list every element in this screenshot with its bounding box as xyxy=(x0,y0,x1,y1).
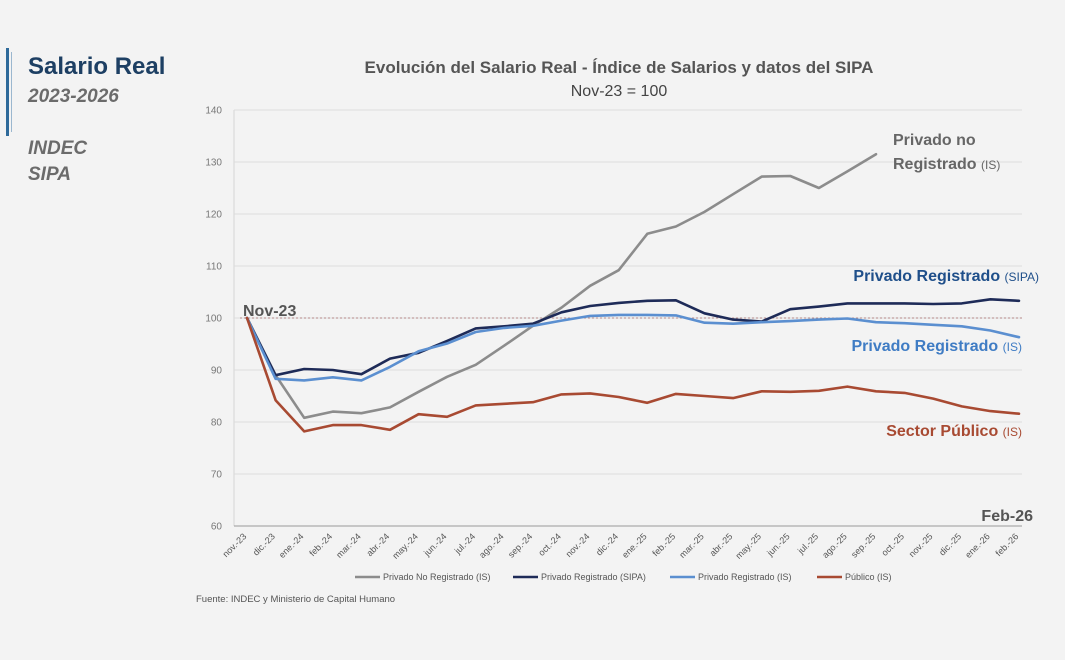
x-tick-label: mar.-25 xyxy=(677,531,706,560)
legend-label-pblico-is: Público (IS) xyxy=(845,572,892,582)
x-tick-label: ene.-25 xyxy=(620,531,649,560)
end-label: Feb-26 xyxy=(981,508,1033,525)
series-line-privado-no-registrado-is xyxy=(245,152,878,420)
x-tick-label: abr.-24 xyxy=(364,531,391,558)
y-tick-label-110: 110 xyxy=(206,262,222,273)
y-tick-label-140: 140 xyxy=(205,106,222,117)
x-tick-label: jul.-24 xyxy=(452,531,477,556)
x-tick-label: feb.-25 xyxy=(650,531,677,558)
x-tick-label: may.-25 xyxy=(733,531,763,561)
series-layer xyxy=(245,152,1021,433)
x-axis-ticks: nov.-23 dic.-23 ene.-24 feb.-24 mar.-24 abr.-… xyxy=(221,531,1021,561)
x-tick-label: abr.-25 xyxy=(708,531,735,558)
sidebar-years: 2023-2026 xyxy=(28,86,119,107)
y-tick-label-130: 130 xyxy=(205,158,222,169)
x-tick-label: ene.-24 xyxy=(277,531,306,560)
x-tick-label: jun.-25 xyxy=(764,531,791,558)
chart-title: Evolución del Salario Real - Índice de S… xyxy=(365,58,874,77)
series-line-privado-registrado-is xyxy=(245,313,1021,382)
y-tick-label-60: 60 xyxy=(211,522,223,533)
x-tick-label: jul.-25 xyxy=(795,531,820,556)
accent-bar-thin xyxy=(11,52,12,132)
x-tick-label: jun.-24 xyxy=(421,531,448,558)
x-tick-label: dic.-25 xyxy=(937,531,963,557)
x-tick-label: sep.-25 xyxy=(849,531,877,559)
x-tick-label: dic.-24 xyxy=(594,531,620,557)
x-tick-label: oct.-25 xyxy=(880,531,907,558)
annotation-layer: Nov-23 Feb-26 Privado no Registrado (IS) Pri… xyxy=(243,132,1039,525)
x-tick-label: nov.-25 xyxy=(907,531,935,559)
x-tick-label: ene.-26 xyxy=(963,531,992,560)
x-tick-label: nov.-23 xyxy=(221,531,249,559)
sidebar-source-indec: INDEC xyxy=(28,138,88,159)
source-note: Fuente: INDEC y Ministerio de Capital Hu… xyxy=(196,594,395,605)
legend-label-privado-no-registrado-is: Privado No Registrado (IS) xyxy=(383,572,491,582)
y-axis-grid: 60 70 80 90 100 110 120 130 140 xyxy=(205,106,1022,533)
accent-bar xyxy=(6,48,9,136)
series-line-privado-registrado-sipa xyxy=(245,298,1021,377)
x-tick-label: may.-24 xyxy=(390,531,420,561)
y-tick-label-90: 90 xyxy=(211,366,223,377)
y-tick-label-80: 80 xyxy=(211,418,223,429)
registrado-is-label: Privado Registrado (IS) xyxy=(852,338,1023,355)
y-tick-label-100: 100 xyxy=(205,314,222,325)
start-label: Nov-23 xyxy=(243,303,296,320)
x-tick-label: mar.-24 xyxy=(334,531,363,560)
y-tick-label-120: 120 xyxy=(205,210,222,221)
no-registrado-label-line2: Registrado (IS) xyxy=(893,156,1000,173)
sidebar-title: Salario Real xyxy=(28,53,166,80)
x-tick-label: nov.-24 xyxy=(564,531,592,559)
legend-label-privado-registrado-is: Privado Registrado (IS) xyxy=(698,572,792,582)
x-tick-label: dic.-23 xyxy=(251,531,277,557)
x-tick-label: ago.-25 xyxy=(820,531,849,560)
publico-label: Sector Público (IS) xyxy=(886,423,1022,440)
legend: Privado No Registrado (IS) Privado Regist… xyxy=(355,572,892,582)
y-tick-label-70: 70 xyxy=(211,470,223,481)
no-registrado-label-line1: Privado no xyxy=(893,132,976,149)
x-tick-label: oct.-24 xyxy=(536,531,563,558)
x-tick-label: feb.-26 xyxy=(994,531,1021,558)
series-line-pblico-is xyxy=(245,316,1021,433)
sidebar-source-sipa: SIPA xyxy=(28,164,71,185)
x-tick-label: feb.-24 xyxy=(307,531,334,558)
sipa-label: Privado Registrado (SIPA) xyxy=(853,268,1039,285)
chart-subtitle: Nov-23 = 100 xyxy=(571,83,668,100)
x-tick-label: ago.-24 xyxy=(477,531,506,560)
legend-label-privado-registrado-sipa: Privado Registrado (SIPA) xyxy=(541,572,646,582)
x-tick-label: sep.-24 xyxy=(506,531,534,559)
